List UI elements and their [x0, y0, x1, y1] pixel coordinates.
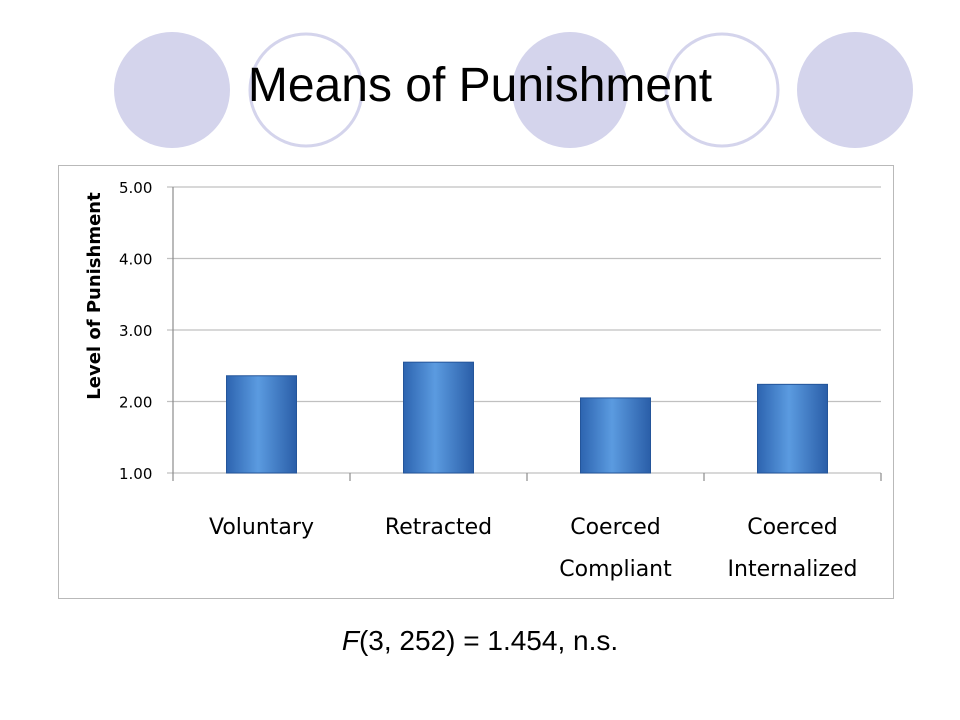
bars — [226, 361, 828, 474]
x-category-label: Retracted — [385, 515, 492, 540]
f-statistic-symbol: F — [341, 625, 359, 656]
x-category-labels: Voluntary Retracted Coerced Compliant Coerce… — [209, 515, 857, 582]
statistical-result-caption: F(3, 252) = 1.454, n.s. — [0, 625, 960, 657]
x-category-label: Coerced — [570, 515, 661, 540]
y-tick-label: 4.00 — [119, 251, 152, 269]
deco-circle-outline — [664, 32, 780, 148]
bar — [403, 361, 474, 474]
slide-title: Means of Punishment — [247, 59, 713, 112]
f-statistic-text: (3, 252) = 1.454, n.s. — [358, 625, 619, 656]
y-tick-label: 1.00 — [119, 465, 152, 483]
chart-frame: 1.00 2.00 3.00 4.00 5.00 Voluntary Retracted C… — [58, 165, 894, 599]
deco-circle-filled — [114, 32, 230, 148]
x-category-label: Coerced — [747, 515, 838, 540]
x-category-label: Voluntary — [209, 515, 314, 540]
x-category-label: Compliant — [559, 557, 672, 582]
y-tick-label: 2.00 — [119, 394, 152, 412]
bar — [580, 397, 651, 474]
deco-circle-outline — [248, 32, 364, 148]
bar-chart: 1.00 2.00 3.00 4.00 5.00 Voluntary Retracted C… — [84, 179, 882, 582]
y-axis-label: Level of Punishment — [84, 192, 105, 400]
title-decoration — [114, 32, 913, 148]
y-tick-labels: 1.00 2.00 3.00 4.00 5.00 — [119, 179, 152, 483]
bar — [757, 383, 828, 474]
x-category-label: Internalized — [728, 557, 858, 582]
y-tick-label: 5.00 — [119, 179, 152, 197]
deco-circle-filled — [797, 32, 913, 148]
y-tick-label: 3.00 — [119, 322, 152, 340]
bar — [226, 375, 297, 474]
deco-circle-filled — [512, 32, 628, 148]
